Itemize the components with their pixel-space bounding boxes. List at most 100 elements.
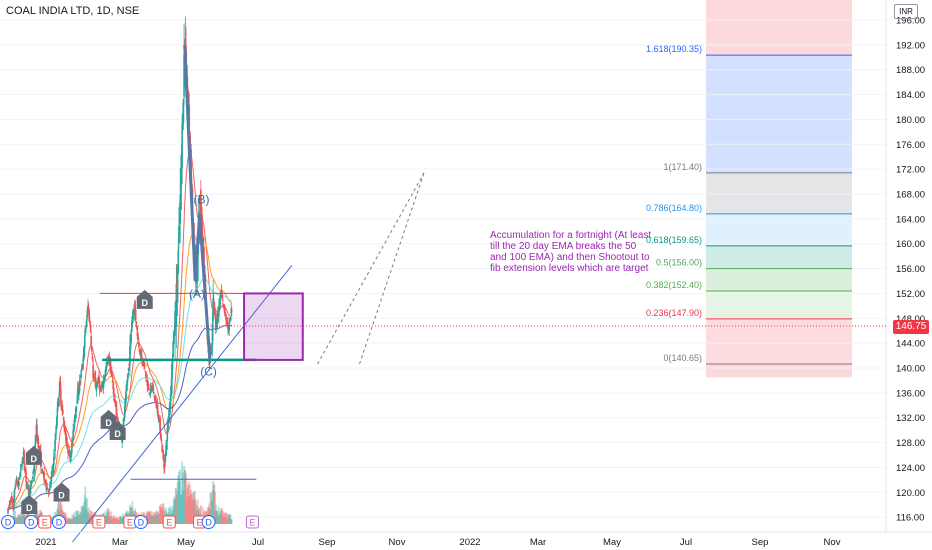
volume-bar bbox=[34, 504, 36, 524]
time-tick-label: Jul bbox=[680, 537, 692, 548]
volume-bar bbox=[228, 513, 231, 524]
volume-bar bbox=[210, 493, 213, 524]
candle-body bbox=[41, 468, 43, 474]
volume-bar bbox=[107, 508, 109, 524]
candle-body bbox=[52, 457, 55, 466]
fib-zone bbox=[706, 172, 852, 214]
candle-body bbox=[14, 486, 16, 490]
candle-body bbox=[13, 502, 15, 510]
volume-bar bbox=[36, 509, 38, 524]
price-tick-label: 132.00 bbox=[896, 413, 925, 424]
volume-bar bbox=[161, 506, 164, 524]
volume-bar bbox=[193, 498, 196, 524]
fib-level-label: 0.382(152.40) bbox=[646, 280, 702, 290]
volume-bar bbox=[121, 513, 124, 524]
fib-zone-top bbox=[706, 0, 852, 56]
price-tick-label: 148.00 bbox=[896, 314, 925, 325]
volume-bar bbox=[214, 510, 217, 524]
candle-body bbox=[96, 383, 98, 385]
candle-body bbox=[228, 324, 231, 331]
candle-body bbox=[7, 508, 9, 514]
candle-body bbox=[224, 311, 227, 317]
candle-body bbox=[174, 311, 176, 337]
last-price-tag: 146.75 bbox=[893, 320, 929, 334]
volume-bar bbox=[21, 514, 24, 524]
volume-bar bbox=[152, 516, 155, 524]
candle-body bbox=[87, 307, 90, 312]
time-tick-label: May bbox=[603, 537, 621, 548]
candle-body bbox=[180, 155, 183, 185]
volume-bar bbox=[153, 512, 156, 524]
dividend-marker bbox=[133, 515, 148, 529]
dividend-flag-marker bbox=[21, 494, 38, 514]
candle-body bbox=[86, 309, 89, 318]
candle-body bbox=[65, 440, 68, 445]
candle-body bbox=[61, 404, 63, 412]
candle-body bbox=[211, 323, 214, 345]
candle-body bbox=[95, 386, 98, 392]
candle-body bbox=[81, 367, 83, 369]
price-tick-label: 168.00 bbox=[896, 190, 925, 201]
currency-unit-label[interactable]: INR bbox=[894, 4, 918, 19]
volume-bar bbox=[228, 516, 231, 524]
volume-bar bbox=[15, 518, 18, 524]
candle-body bbox=[56, 415, 58, 427]
volume-bar bbox=[35, 506, 38, 524]
volume-bar bbox=[177, 475, 180, 524]
candle-body bbox=[172, 331, 175, 344]
volume-bar bbox=[229, 514, 232, 524]
candle-body bbox=[131, 320, 133, 332]
candle-body bbox=[165, 445, 167, 455]
candle-body bbox=[169, 394, 172, 406]
time-tick-label: Mar bbox=[530, 537, 546, 548]
volume-bar bbox=[180, 494, 183, 524]
volume-bar bbox=[19, 513, 22, 524]
candle-body bbox=[144, 370, 147, 373]
volume-bar bbox=[23, 514, 26, 524]
candle-body bbox=[46, 487, 49, 489]
volume-bar bbox=[83, 501, 86, 524]
fib-zone bbox=[706, 290, 852, 319]
candle-body bbox=[122, 419, 125, 428]
candle-body bbox=[56, 401, 59, 412]
candle-body bbox=[78, 389, 80, 396]
candle-body bbox=[30, 484, 33, 486]
candle-body bbox=[137, 337, 140, 340]
volume-bar bbox=[216, 510, 219, 524]
candle-body bbox=[58, 396, 60, 407]
volume-bar bbox=[118, 516, 121, 524]
fib-level-label: 0.236(147.90) bbox=[646, 308, 702, 318]
fib-zone bbox=[706, 318, 852, 364]
dividend-flag-marker bbox=[100, 409, 117, 429]
event-marker-label: E bbox=[166, 518, 172, 528]
volume-bar bbox=[67, 518, 70, 524]
candle-body bbox=[216, 311, 219, 323]
volume-bar bbox=[189, 493, 192, 524]
volume-bar bbox=[36, 513, 39, 524]
dividend-marker bbox=[51, 515, 66, 529]
candle-body bbox=[112, 384, 114, 389]
candle-body bbox=[100, 388, 103, 390]
event-marker-label: D bbox=[5, 518, 12, 528]
candle-body bbox=[167, 416, 170, 423]
candle-body bbox=[9, 501, 12, 503]
volume-bar bbox=[230, 519, 233, 524]
volume-bar bbox=[85, 498, 87, 524]
volume-bar bbox=[17, 513, 20, 524]
candle-body bbox=[49, 485, 51, 488]
candle-body bbox=[163, 464, 166, 466]
candle-body bbox=[48, 490, 51, 492]
candle-body bbox=[202, 238, 205, 252]
candle-body bbox=[50, 476, 53, 484]
candle-body bbox=[73, 420, 76, 428]
volume-bar bbox=[21, 514, 24, 524]
volume-bar bbox=[105, 515, 108, 524]
candle-body bbox=[23, 449, 25, 464]
candle-body bbox=[55, 425, 58, 430]
candle-body bbox=[146, 379, 149, 387]
candle-body bbox=[63, 425, 66, 432]
candle-body bbox=[90, 335, 93, 347]
candle-body bbox=[91, 349, 93, 352]
candle-body bbox=[80, 374, 82, 379]
